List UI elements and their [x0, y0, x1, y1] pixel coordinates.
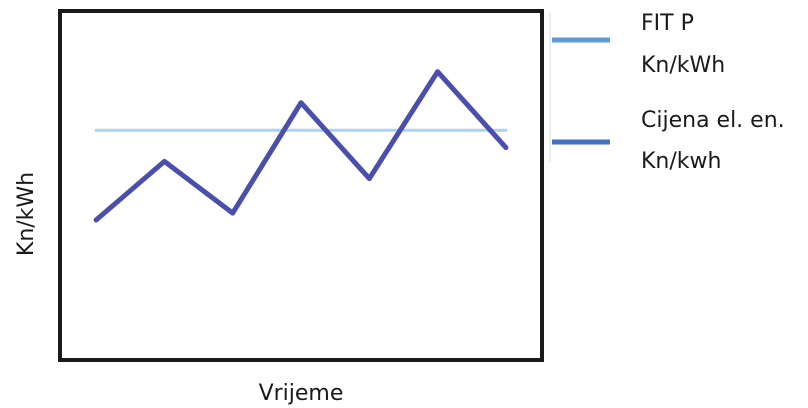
- series-layer: [93, 69, 509, 223]
- legend-label-cijena-line1: Cijena el. en.: [641, 108, 785, 133]
- x-axis-label: Vrijeme: [259, 381, 344, 406]
- legend-entry-cijena: Cijena el. en. Kn/kwh: [552, 108, 785, 174]
- series-line-1: [93, 69, 509, 223]
- legend-label-cijena-line2: Kn/kwh: [641, 149, 721, 174]
- legend-label-fit-p-line1: FIT P: [641, 11, 694, 36]
- y-axis-label: Kn/kWh: [14, 172, 39, 256]
- legend-label-fit-p-line2: Kn/kWh: [641, 53, 725, 78]
- legend-entry-fit-p: FIT P Kn/kWh: [552, 11, 725, 78]
- plot-area-frame: [58, 9, 544, 362]
- legend: FIT P Kn/kWh Cijena el. en. Kn/kwh: [552, 11, 785, 174]
